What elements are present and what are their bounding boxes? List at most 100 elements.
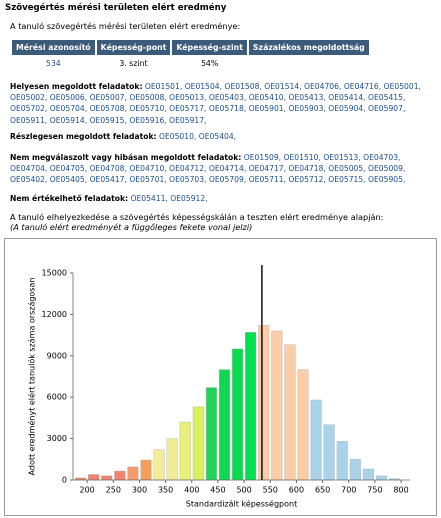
task-link[interactable]: OE05701,: [129, 175, 167, 185]
task-link[interactable]: OE05704,: [49, 104, 88, 114]
bar: [127, 466, 139, 481]
task-link[interactable]: OE05008,: [129, 93, 167, 103]
x-tick-label: 200: [79, 486, 94, 495]
task-link[interactable]: OE05703,: [169, 175, 207, 185]
x-tick-label: 700: [341, 486, 356, 495]
bar: [375, 475, 388, 481]
bar: [271, 330, 283, 481]
y-tick-label: 15000: [42, 269, 67, 278]
task-link[interactable]: OE05709,: [208, 175, 247, 185]
task-link[interactable]: OE04705,: [49, 164, 88, 174]
bar: [310, 399, 322, 481]
y-tick-label: 6000: [47, 393, 67, 402]
task-link[interactable]: OE05005,: [328, 164, 366, 174]
task-section: Helyesen megoldott feladatok: OE01501, O…: [10, 81, 435, 126]
task-link[interactable]: OE05914,: [49, 115, 88, 125]
x-tick-label: 300: [132, 486, 147, 495]
task-link[interactable]: OE05710,: [129, 104, 167, 114]
chart: 0 3000 6000 9000 12000 15000 200 250 300 350 400 45…: [4, 238, 437, 516]
title: Szövegértés mérési területen elért eredm…: [5, 3, 227, 13]
x-axis-label: Standardizált képességpont: [186, 499, 297, 509]
task-link[interactable]: OE04703,: [363, 153, 401, 162]
task-link[interactable]: OE05009,: [368, 164, 406, 174]
task-link[interactable]: OE05911,: [10, 115, 48, 125]
task-link[interactable]: OE05402,: [10, 175, 48, 185]
task-link[interactable]: OE05915,: [89, 115, 127, 125]
bar: [101, 475, 113, 481]
task-link[interactable]: OE04714,: [208, 164, 247, 174]
task-link[interactable]: OE04706,: [304, 82, 342, 91]
x-tick-label: 750: [367, 486, 382, 495]
task-link[interactable]: OE05907,: [368, 104, 406, 114]
x-tick-label: 800: [393, 486, 408, 495]
task-link[interactable]: OE05002,: [10, 93, 48, 103]
task-link[interactable]: OE05413,: [288, 93, 326, 103]
bar: [179, 421, 191, 481]
task-link[interactable]: OE04717,: [248, 164, 287, 174]
task-link[interactable]: OE05010,: [158, 132, 197, 141]
task-link[interactable]: OE01513,: [323, 153, 361, 162]
task-link[interactable]: OE05415,: [368, 93, 406, 103]
task-link[interactable]: OE05718,: [208, 104, 247, 114]
task-link[interactable]: OE05917,: [169, 115, 207, 125]
bar: [218, 369, 231, 481]
task-link[interactable]: OE01508,: [224, 82, 262, 91]
bar: [153, 449, 165, 481]
task-link[interactable]: OE05006,: [49, 93, 88, 103]
bar: [245, 332, 257, 481]
task-link[interactable]: OE05404,: [198, 132, 237, 141]
section-label: Nem értékelhető feladatok:: [10, 194, 129, 203]
task-link[interactable]: OE05417,: [89, 175, 127, 185]
intro: A tanuló szövegértés mérési területen el…: [10, 21, 241, 31]
task-link[interactable]: OE04712,: [169, 164, 207, 174]
task-link[interactable]: OE05414,: [328, 93, 366, 103]
y-tick-label: 3000: [47, 434, 67, 443]
task-link[interactable]: OE05013,: [169, 93, 207, 103]
task-link[interactable]: OE05001,: [383, 82, 421, 91]
table-cell: 54%: [200, 59, 219, 68]
table-cell: 3. szint: [119, 59, 148, 68]
bar: [284, 344, 296, 481]
task-link[interactable]: OE05711,: [248, 175, 287, 185]
task-link[interactable]: OE04716,: [343, 82, 382, 91]
task-link[interactable]: OE05715,: [328, 175, 366, 185]
task-link[interactable]: OE04708,: [89, 164, 127, 174]
task-link[interactable]: OE05905,: [368, 175, 406, 185]
task-link[interactable]: OE04704,: [10, 164, 48, 174]
task-link[interactable]: OE05912,: [170, 194, 208, 203]
task-link[interactable]: OE05712,: [288, 175, 326, 185]
task-link[interactable]: OE01509,: [243, 153, 282, 162]
task-link[interactable]: OE05903,: [288, 104, 326, 114]
x-tick-label: 450: [210, 486, 225, 495]
task-link[interactable]: OE01504,: [184, 82, 223, 91]
task-link[interactable]: OE05916,: [129, 115, 167, 125]
task-link[interactable]: OE05405,: [49, 175, 88, 185]
task-link[interactable]: OE05717,: [169, 104, 207, 114]
chart-intro: A tanuló elhelyezkedése a szövegértés ké…: [10, 212, 384, 222]
task-link[interactable]: OE05901,: [248, 104, 287, 114]
x-tick-label: 500: [236, 486, 251, 495]
y-tick-label: 9000: [47, 351, 67, 360]
task-link[interactable]: OE01514,: [264, 82, 302, 91]
section-label: Részlegesen megoldott feladatok:: [10, 132, 157, 141]
task-link[interactable]: OE05410,: [248, 93, 287, 103]
task-link[interactable]: OE05702,: [10, 104, 48, 114]
y-axis-label: Adott eredményt elért tanulók száma orsz…: [27, 278, 37, 476]
bar: [140, 459, 152, 481]
y-tick-label: 0: [62, 476, 67, 485]
bar: [258, 325, 270, 481]
task-link[interactable]: OE05403,: [208, 93, 247, 103]
column-header: Mérési azonosító: [12, 40, 95, 55]
bar: [297, 369, 309, 481]
task-link[interactable]: OE04710,: [129, 164, 167, 174]
task-link[interactable]: OE04718,: [288, 164, 326, 174]
x-tick-label: 650: [315, 486, 330, 495]
task-link[interactable]: OE05904,: [328, 104, 366, 114]
task-link[interactable]: OE05708,: [89, 104, 127, 114]
task-link[interactable]: OE05411,: [130, 194, 168, 203]
table-cell: 534: [45, 59, 61, 68]
task-link[interactable]: OE05007,: [89, 93, 127, 103]
task-link[interactable]: OE01510,: [283, 153, 321, 162]
task-link[interactable]: OE01501,: [144, 82, 183, 91]
